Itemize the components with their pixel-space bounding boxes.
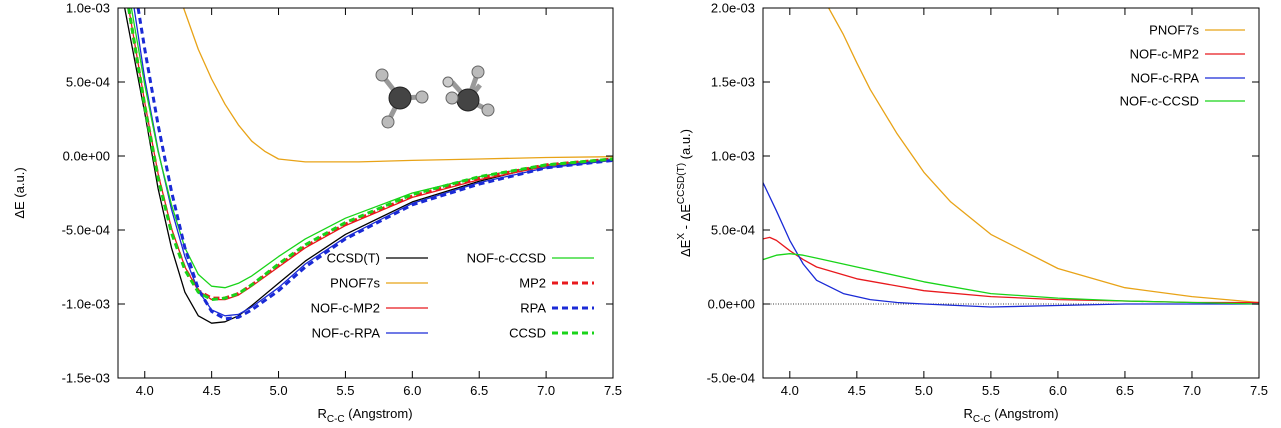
right-plot-frame: [762, 7, 1260, 379]
right-series-group: [763, 8, 1259, 308]
y-tick-label: -1.5e-03: [62, 371, 110, 386]
y-tick-label: 5.0e-04: [711, 223, 755, 238]
legend-label: NOF-c-RPA: [1131, 71, 1200, 86]
y-tick-label: 5.0e-04: [66, 75, 110, 90]
legend-label: RPA: [520, 301, 546, 316]
left-y-axis-label: ΔE (a.u.): [12, 167, 27, 218]
left-x-axis-label: RC-C (Angstrom): [317, 406, 412, 425]
x-tick-label: 7.0: [1183, 383, 1201, 398]
x-tick-label: 4.0: [136, 383, 154, 398]
legend-label: CCSD(T): [327, 251, 380, 266]
series-line-ccsd: [127, 8, 613, 302]
series-line-nof-c-mp2: [763, 236, 1259, 304]
x-tick-label: 5.0: [270, 383, 288, 398]
legend-label: PNOF7s: [1149, 23, 1199, 38]
x-tick-label: 4.5: [203, 383, 221, 398]
x-tick-label: 5.5: [982, 383, 1000, 398]
x-tick-label: 4.5: [848, 383, 866, 398]
x-tick-label: 6.0: [403, 383, 421, 398]
x-tick-label: 5.0: [915, 383, 933, 398]
x-tick-label: 5.5: [336, 383, 354, 398]
y-tick-label: 0.0e+00: [63, 149, 110, 164]
series-line-pnof7s: [828, 8, 1259, 304]
series-line-rpa: [136, 8, 613, 321]
series-line-nof-c-ccsd: [130, 8, 613, 289]
y-tick-label: -5.0e-04: [62, 223, 110, 238]
y-tick-label: 1.5e-03: [711, 75, 755, 90]
left-series-group: [124, 8, 613, 324]
x-tick-label: 7.0: [537, 383, 555, 398]
legend-label: MP2: [519, 276, 546, 291]
y-tick-label: 1.0e-03: [711, 149, 755, 164]
y-tick-label: -1.0e-03: [62, 297, 110, 312]
legend-label: NOF-c-RPA: [312, 326, 381, 341]
left-plot-frame: [117, 7, 614, 379]
x-tick-label: 7.5: [604, 383, 622, 398]
right-x-axis-label: RC-C (Angstrom): [963, 406, 1058, 425]
y-tick-label: -5.0e-04: [707, 371, 755, 386]
series-line-pnof7s: [182, 8, 613, 163]
x-tick-label: 6.0: [1049, 383, 1067, 398]
y-tick-label: 2.0e-03: [711, 1, 755, 16]
x-tick-label: 4.0: [781, 383, 799, 398]
left-chart-panel: 4.0 4.5 5.0 5.5 6.0 6.5 7.0 7.5 1.0e-03 5.0e-04 0.…: [12, 1, 622, 426]
series-line-mp2: [127, 8, 613, 300]
legend-label: NOF-c-CCSD: [1120, 94, 1199, 109]
left-legend: CCSD(T) PNOF7s NOF-c-MP2 NOF-c-RPA NOF-c-CCS…: [311, 251, 594, 341]
x-tick-label: 7.5: [1250, 383, 1268, 398]
legend-label: NOF-c-MP2: [1130, 47, 1199, 62]
legend-label: CCSD: [509, 326, 546, 341]
right-y-axis-label: ΔEX - ΔECCSD(T) (a.u.): [676, 129, 693, 257]
legend-label: NOF-c-CCSD: [467, 251, 546, 266]
y-tick-label: 0.0e+00: [708, 297, 755, 312]
legend-label: NOF-c-MP2: [311, 301, 380, 316]
left-axes-group: 4.0 4.5 5.0 5.5 6.0 6.5 7.0 7.5 1.0e-03 5.0e-04 0.…: [62, 1, 622, 399]
right-legend: PNOF7s NOF-c-MP2 NOF-c-RPA NOF-c-CCSD: [1120, 23, 1245, 109]
legend-label: PNOF7s: [330, 276, 380, 291]
y-tick-label: 1.0e-03: [66, 1, 110, 16]
right-axes-group: 4.0 4.5 5.0 5.5 6.0 6.5 7.0 7.5 2.0e-03 1.5e-03 1.…: [707, 1, 1268, 399]
series-line-nof-c-rpa: [763, 182, 1259, 308]
right-chart-panel: 4.0 4.5 5.0 5.5 6.0 6.5 7.0 7.5 2.0e-03 1.5e-03 1.…: [676, 1, 1268, 426]
series-line-nof-c-ccsd: [763, 253, 1259, 305]
x-tick-label: 6.5: [470, 383, 488, 398]
x-tick-label: 6.5: [1116, 383, 1134, 398]
ethane-dimer-molecule-icon: [375, 65, 495, 129]
